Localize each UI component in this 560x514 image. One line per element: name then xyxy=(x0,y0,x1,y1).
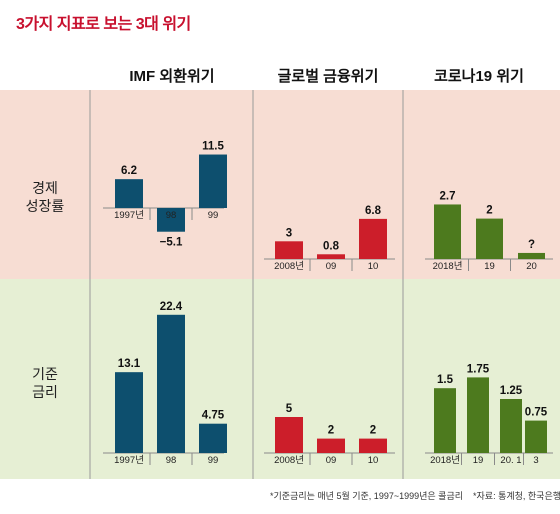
value-label-5-1: 1.75 xyxy=(467,363,490,375)
bar-3-2 xyxy=(199,423,227,453)
tick-label-3-0: 1997년 xyxy=(114,455,144,466)
value-label-3-2: 4.75 xyxy=(202,410,225,422)
value-label-3-1: 22.4 xyxy=(160,301,183,313)
column-header-1: 글로벌 금융위기 xyxy=(278,68,379,85)
tick-label-2-2: 20 xyxy=(526,261,537,272)
value-label-2-0: 2.7 xyxy=(440,190,456,202)
bar-0-2 xyxy=(199,154,227,208)
row-label-1-1: 금리 xyxy=(32,384,58,400)
value-label-3-0: 13.1 xyxy=(118,358,141,370)
value-label-2-1: 2 xyxy=(486,205,492,217)
tick-label-0-2: 99 xyxy=(208,210,219,221)
value-label-4-1: 2 xyxy=(328,425,334,437)
bar-5-1 xyxy=(467,377,489,453)
value-label-5-2: 1.25 xyxy=(500,385,523,397)
column-header-2: 코로나19 위기 xyxy=(434,68,524,85)
bar-5-3 xyxy=(525,420,547,453)
tick-label-3-2: 99 xyxy=(208,455,219,466)
value-label-5-0: 1.5 xyxy=(437,374,454,386)
row-label-0-0: 경제 xyxy=(32,180,58,196)
bar-4-2 xyxy=(359,438,387,453)
tick-label-1-1: 09 xyxy=(326,261,337,272)
value-label-1-1: 0.8 xyxy=(323,240,340,252)
bar-4-1 xyxy=(317,438,345,453)
value-label-0-2: 11.5 xyxy=(202,141,224,153)
bar-5-2 xyxy=(500,399,522,453)
footnote-source: *자료: 통계청, 한국은행 xyxy=(473,491,560,501)
row-label-0-1: 성장률 xyxy=(26,198,65,214)
tick-label-5-3: 3 xyxy=(533,455,538,466)
tick-label-5-1: 19 xyxy=(473,455,484,466)
tick-label-0-0: 1997년 xyxy=(114,210,144,221)
tick-label-4-2: 10 xyxy=(368,455,379,466)
tick-label-5-2: 20. 1 xyxy=(500,455,521,466)
bar-0-0 xyxy=(115,179,143,208)
tick-label-1-0: 2008년 xyxy=(274,261,304,272)
footnote-rate: *기준금리는 매년 5월 기준, 1997~1999년은 콜금리 xyxy=(270,491,464,501)
tick-label-0-1: 98 xyxy=(166,210,177,221)
bar-1-1 xyxy=(317,254,345,259)
bar-0-1 xyxy=(157,208,185,232)
bar-2-2 xyxy=(518,252,545,259)
bar-3-0 xyxy=(115,372,143,453)
bar-4-0 xyxy=(275,417,303,453)
tick-label-3-1: 98 xyxy=(166,455,177,466)
bar-1-0 xyxy=(275,241,303,259)
bar-2-0 xyxy=(434,204,461,259)
value-label-2-2: ? xyxy=(528,239,535,251)
value-label-1-2: 6.8 xyxy=(365,205,382,217)
figure-title: 3가지 지표로 보는 3대 위기 xyxy=(16,16,191,33)
value-label-0-0: 6.2 xyxy=(121,165,137,177)
tick-label-4-1: 09 xyxy=(326,455,337,466)
value-label-5-3: 0.75 xyxy=(525,407,548,419)
bar-3-1 xyxy=(157,314,185,453)
value-label-0-1: −5.1 xyxy=(160,237,183,249)
tick-label-5-0: 2018년 xyxy=(430,455,460,466)
tick-label-4-0: 2008년 xyxy=(274,455,304,466)
bar-5-0 xyxy=(434,388,456,453)
row-label-1-0: 기준 xyxy=(32,366,58,382)
tick-label-2-1: 19 xyxy=(484,261,495,272)
column-header-0: IMF 외환위기 xyxy=(129,67,214,85)
value-label-4-0: 5 xyxy=(286,403,293,415)
value-label-1-0: 3 xyxy=(286,227,292,239)
tick-label-2-0: 2018년 xyxy=(433,261,463,272)
bar-1-2 xyxy=(359,218,387,259)
bar-2-1 xyxy=(476,218,503,259)
tick-label-1-2: 10 xyxy=(368,261,379,272)
value-label-4-2: 2 xyxy=(370,425,376,437)
